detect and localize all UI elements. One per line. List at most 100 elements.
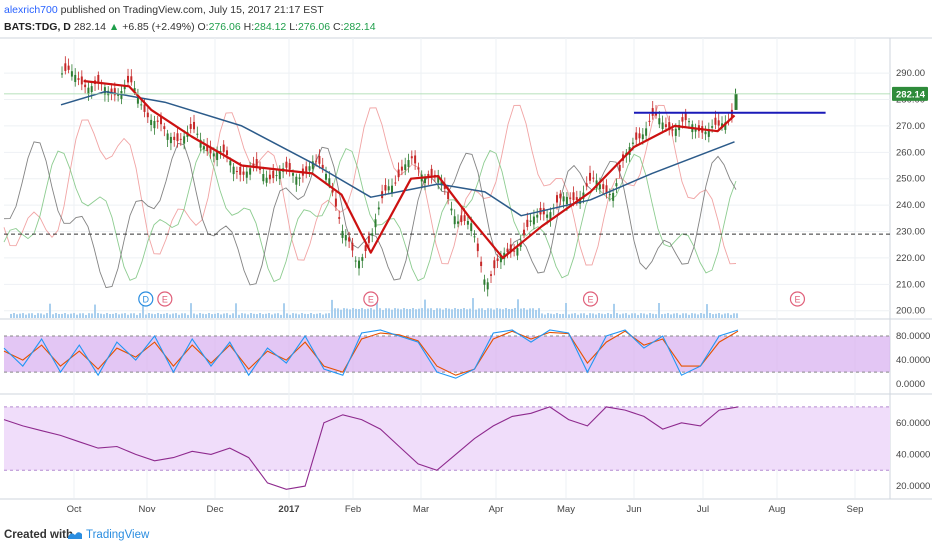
price-tick-label: 210.00 — [896, 279, 925, 290]
candle-body — [209, 147, 212, 154]
volume-bar — [607, 313, 609, 318]
price-tick-label: 270.00 — [896, 121, 925, 132]
volume-bar — [706, 304, 708, 318]
candle-body — [374, 219, 377, 228]
volume-bar — [244, 313, 246, 318]
x-tick-label: Dec — [207, 504, 224, 515]
volume-bar — [652, 313, 654, 318]
chart-canvas[interactable]: Oct Nov Dec 2017 Feb Mar Apr May Jun Jul Aug Sep 290… — [0, 0, 932, 519]
candle-body — [77, 78, 80, 80]
volume-bar — [670, 314, 672, 318]
candle-body — [618, 164, 621, 172]
volume-bar — [361, 308, 363, 318]
candle-body — [371, 233, 374, 236]
volume-bar — [550, 313, 552, 318]
candle-body — [222, 144, 225, 152]
volume-bar — [427, 308, 429, 318]
candle-body — [694, 128, 697, 132]
volume-bar — [271, 314, 273, 318]
volume-bar — [403, 308, 405, 318]
candle-body — [440, 180, 443, 185]
candle-body — [575, 197, 578, 201]
event-marker-label: E — [368, 295, 374, 305]
volume-bar — [562, 313, 564, 318]
candle-body — [569, 197, 572, 199]
volume-bar — [571, 313, 573, 318]
volume-bar — [658, 303, 660, 318]
volume-bar — [637, 314, 639, 318]
candle-body — [367, 236, 370, 243]
candle-body — [391, 185, 394, 194]
candle-body — [325, 173, 328, 180]
volume-bar — [229, 314, 231, 318]
volume-bar — [478, 308, 480, 318]
candle-body — [529, 220, 532, 222]
volume-bar — [574, 313, 576, 318]
volume-bar — [694, 313, 696, 318]
volume-bar — [145, 314, 147, 318]
volume-bar — [628, 314, 630, 318]
candle-body — [585, 183, 588, 187]
volume-bar — [343, 308, 345, 318]
volume-bar — [490, 308, 492, 318]
price-tick-label: 260.00 — [896, 147, 925, 158]
volume-bar — [685, 313, 687, 318]
volume-bar — [214, 313, 216, 318]
candle-body — [437, 175, 440, 183]
price-tick-label: 220.00 — [896, 253, 925, 264]
volume-bar — [472, 298, 474, 318]
volume-bar — [298, 314, 300, 318]
candle-body — [199, 139, 202, 148]
volume-bar — [532, 308, 534, 318]
volume-bar — [616, 313, 618, 318]
candle-body — [150, 119, 153, 125]
volume-bar — [475, 309, 477, 318]
volume-bars — [10, 298, 738, 318]
volume-bar — [535, 309, 537, 318]
price-tick-label: 230.00 — [896, 227, 925, 238]
candle-body — [523, 229, 526, 235]
volume-bar — [409, 308, 411, 318]
volume-bar — [325, 313, 327, 318]
candle-body — [351, 242, 354, 251]
volume-bar — [412, 308, 414, 318]
volume-bar — [79, 313, 81, 318]
volume-bar — [547, 313, 549, 318]
volume-bar — [85, 314, 87, 318]
candle-body — [226, 150, 229, 156]
candle-body — [107, 90, 110, 96]
volume-bar — [622, 313, 624, 318]
x-tick-label: Nov — [139, 504, 156, 515]
ma-short-line — [83, 79, 736, 259]
candle-body — [486, 282, 489, 290]
candle-body — [509, 244, 512, 253]
author-link[interactable]: alexrich700 — [4, 4, 58, 16]
volume-bar — [724, 313, 726, 318]
publish-line: alexrich700 published on TradingView.com… — [4, 4, 324, 16]
last-price: 282.14 — [73, 21, 106, 33]
candle-body — [463, 215, 466, 222]
candle-body — [711, 126, 714, 128]
candle-body — [272, 170, 275, 179]
candle-body — [602, 184, 605, 189]
candle-body — [318, 156, 321, 164]
volume-bar — [736, 313, 738, 318]
volume-bar — [334, 308, 336, 318]
candle-body — [410, 156, 413, 159]
tradingview-brand[interactable]: TradingView — [86, 529, 150, 541]
candle-body — [400, 166, 403, 171]
candle-body — [70, 71, 73, 77]
dividend-marker-icon — [138, 291, 154, 307]
volume-bar — [349, 309, 351, 318]
candle-body — [447, 192, 450, 200]
volume-bar — [709, 313, 711, 318]
volume-bar — [559, 314, 561, 318]
candle-body — [377, 207, 380, 210]
volume-bar — [466, 309, 468, 318]
volume-bar — [310, 313, 312, 318]
candle-body — [559, 193, 562, 199]
volume-bar — [256, 314, 258, 318]
volume-bar — [253, 313, 255, 318]
candle-body — [387, 186, 390, 191]
volume-bar — [319, 313, 321, 318]
